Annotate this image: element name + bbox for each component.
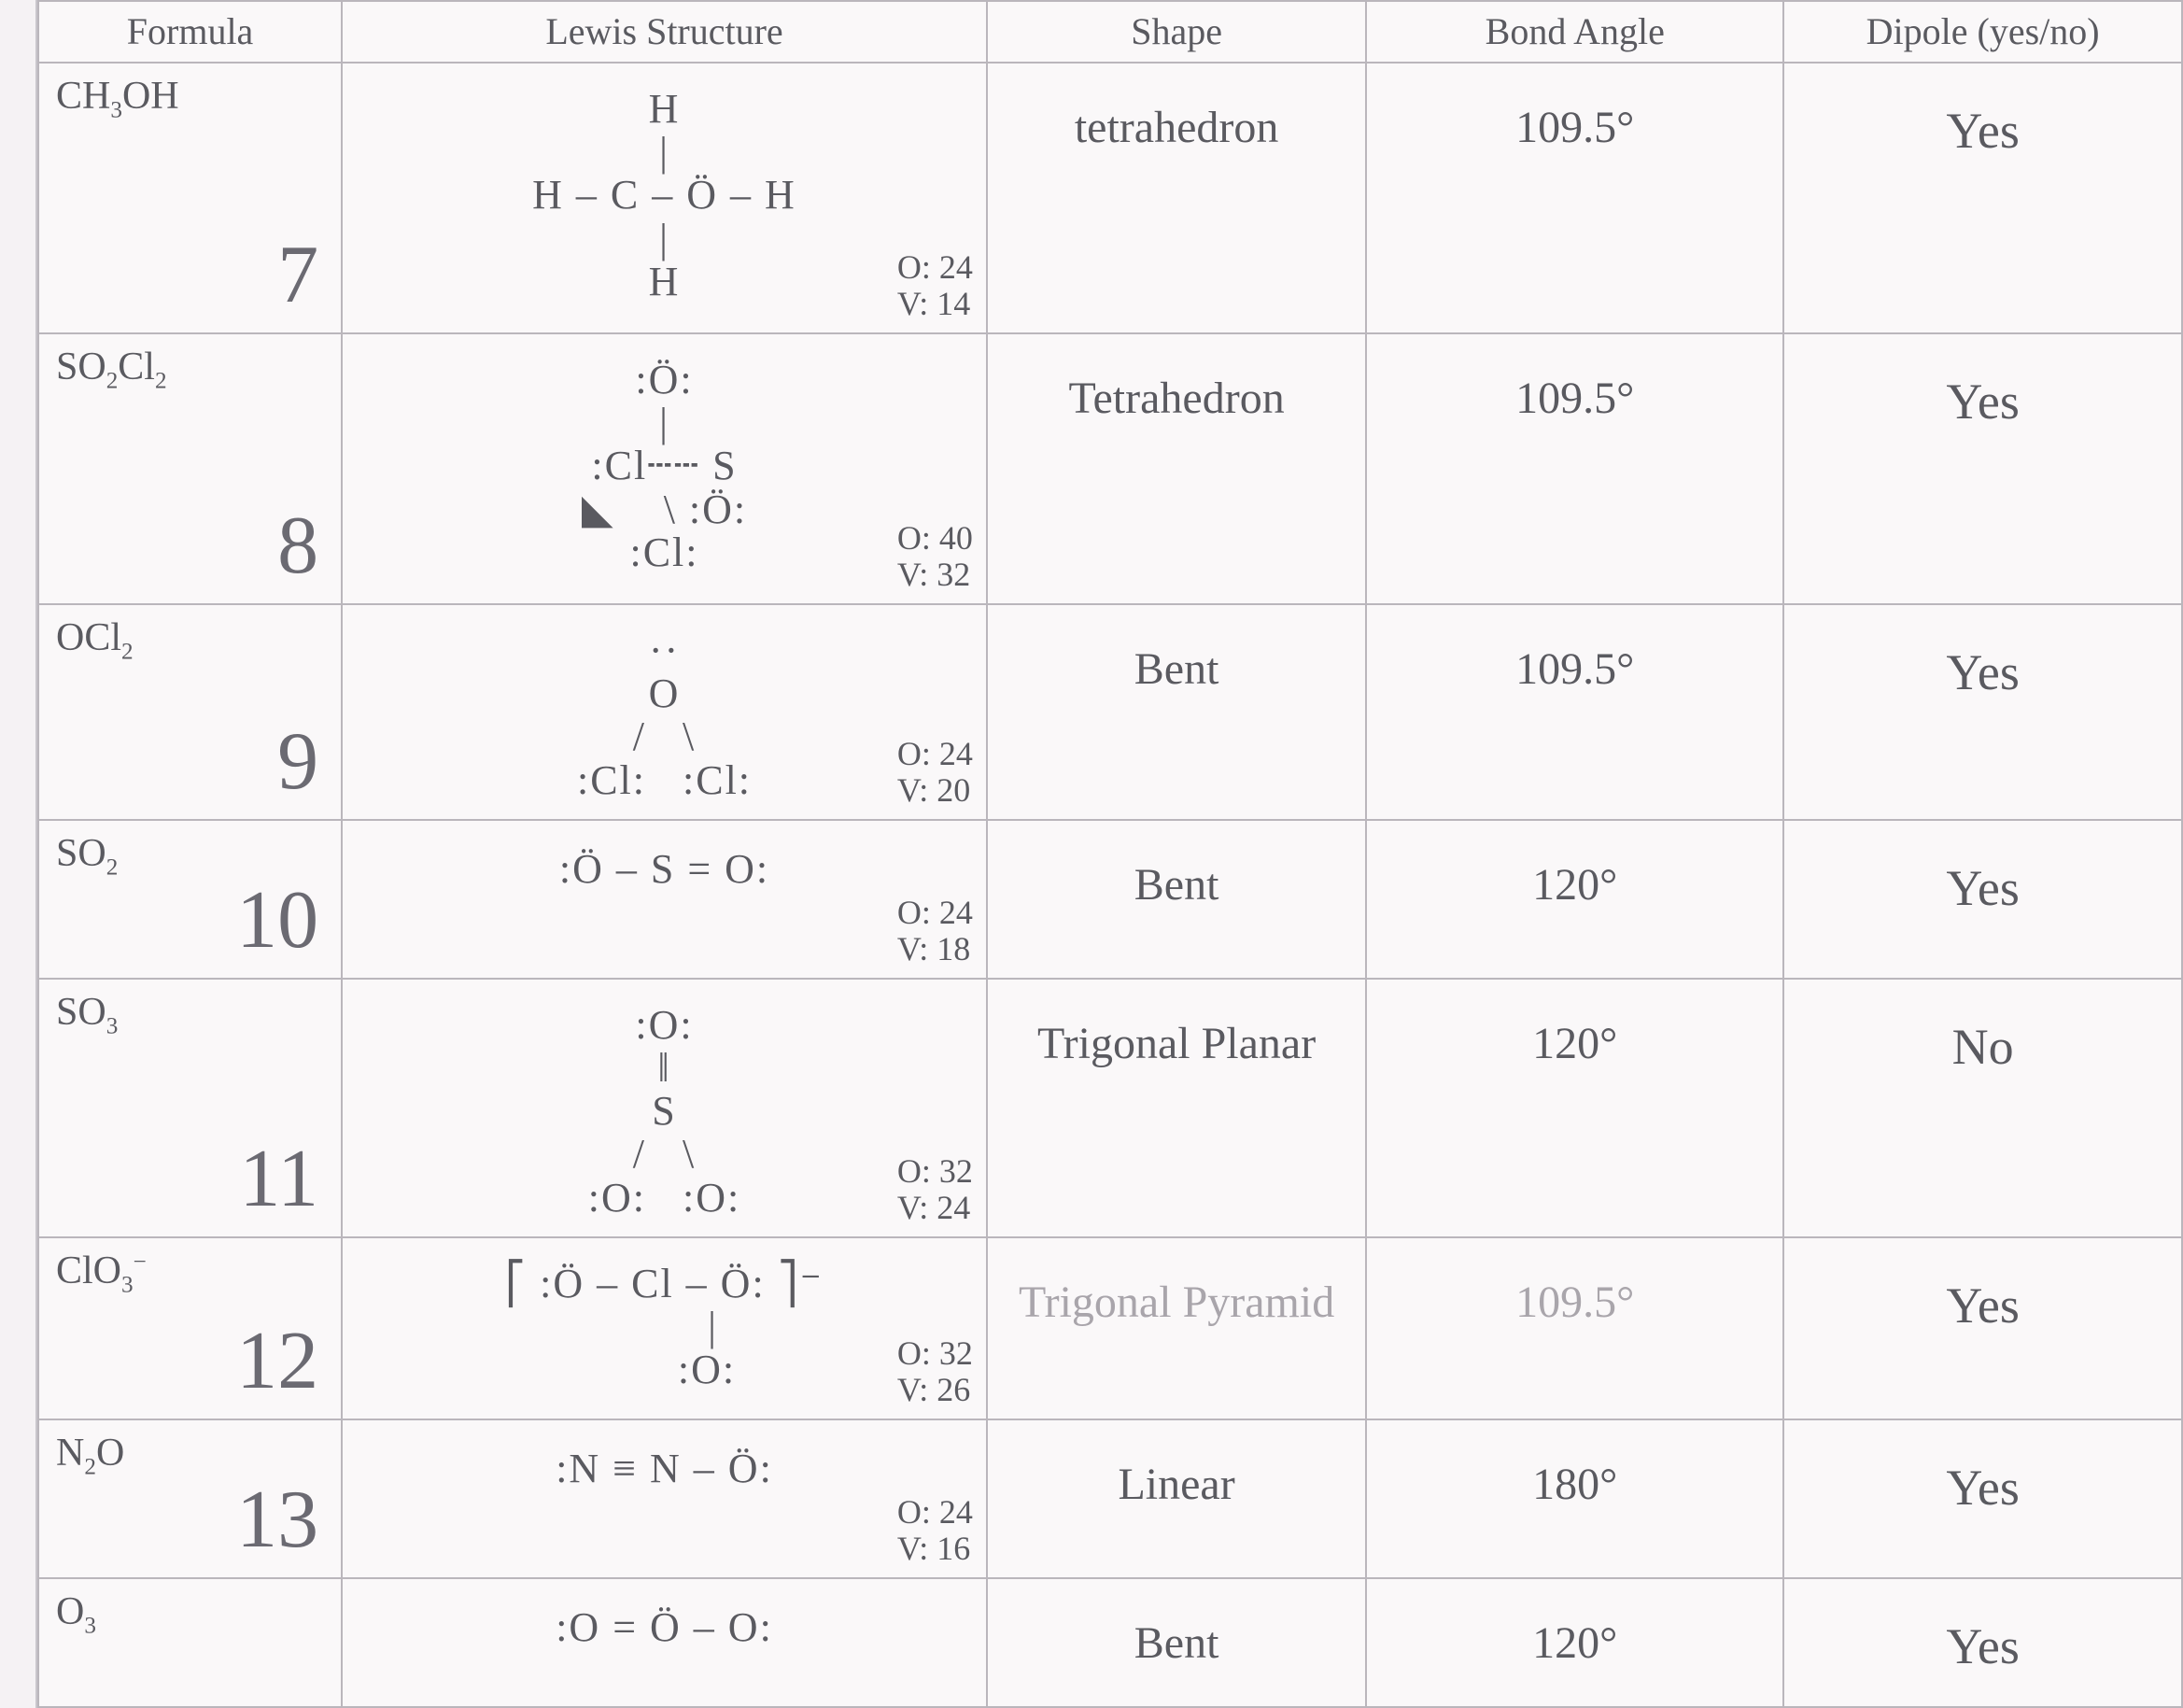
row-number: 7 <box>277 226 318 325</box>
lewis-cell: :O: ‖ S / \ :O: :O:O: 32V: 24 <box>342 979 987 1237</box>
lewis-structure-drawing: H | H – C – Ö – H | H <box>356 71 973 313</box>
formula-cell: CH3OH 7 <box>38 63 342 333</box>
dipole-cell: Yes <box>1783 1237 2182 1419</box>
formula-cell: OCl2 9 <box>38 604 342 820</box>
octet-count: O: 24 <box>897 1494 973 1532</box>
dipole-cell: No <box>1783 979 2182 1237</box>
formula-text: ClO3− <box>56 1248 324 1300</box>
bond-angle-cell: 120° <box>1366 820 1783 979</box>
formula-text: O3 <box>56 1588 324 1641</box>
octet-count: O: 32 <box>897 1153 973 1191</box>
dipole-cell: Yes <box>1783 1419 2182 1578</box>
table-body: CH3OH7H | H – C – Ö – H | HO: 24V: 14tet… <box>38 63 2182 1707</box>
bond-angle-cell: 120° <box>1366 1578 1783 1707</box>
row-number: 9 <box>277 713 318 812</box>
lewis-structure-drawing: :N ≡ N – Ö: <box>356 1428 973 1540</box>
table-row: SO2Cl28:Ö: | :Cl┄┄ S ◣ \ :Ö: :Cl:O: 40V:… <box>38 333 2182 604</box>
table-row: SO311:O: ‖ S / \ :O: :O:O: 32V: 24Trigon… <box>38 979 2182 1237</box>
dipole-cell: Yes <box>1783 1578 2182 1707</box>
header-dipole: Dipole (yes/no) <box>1783 1 2182 63</box>
bond-angle-cell: 120° <box>1366 979 1783 1237</box>
valence-count: V: 16 <box>897 1531 973 1568</box>
header-shape: Shape <box>987 1 1366 63</box>
header-angle: Bond Angle <box>1366 1 1783 63</box>
octet-count: O: 32 <box>897 1335 973 1373</box>
formula-text: SO3 <box>56 989 324 1041</box>
formula-cell: N2O13 <box>38 1419 342 1578</box>
bond-angle-cell: 180° <box>1366 1419 1783 1578</box>
valence-count: V: 14 <box>897 286 973 323</box>
lewis-structure-drawing: ·· O / \ :Cl: :Cl: <box>356 613 973 812</box>
electron-count: O: 32V: 26 <box>897 1335 973 1409</box>
lewis-cell: H | H – C – Ö – H | HO: 24V: 14 <box>342 63 987 333</box>
bond-angle-cell: 109.5° <box>1366 333 1783 604</box>
shape-cell: Trigonal Planar <box>987 979 1366 1237</box>
formula-cell: ClO3− 12 <box>38 1237 342 1419</box>
shape-cell: Bent <box>987 1578 1366 1707</box>
electron-count: O: 24V: 14 <box>897 249 973 323</box>
valence-count: V: 20 <box>897 772 973 810</box>
shape-cell: Tetrahedron <box>987 333 1366 604</box>
table-row: OCl29·· O / \ :Cl: :Cl:O: 24V: 20Bent109… <box>38 604 2182 820</box>
lewis-cell: :O = Ö – O: <box>342 1578 987 1707</box>
lewis-structure-drawing: ⎡ :Ö – Cl – Ö: ⎤⁻ | :O: <box>356 1246 973 1402</box>
valence-count: V: 26 <box>897 1372 973 1409</box>
lewis-structure-drawing: :O = Ö – O: <box>356 1587 973 1699</box>
octet-count: O: 24 <box>897 249 973 287</box>
formula-cell: O3 <box>38 1578 342 1707</box>
electron-count: O: 24V: 20 <box>897 736 973 810</box>
row-number: 8 <box>277 497 318 596</box>
shape-cell: tetrahedron <box>987 63 1366 333</box>
valence-count: V: 24 <box>897 1190 973 1227</box>
lewis-structure-drawing: :Ö: | :Cl┄┄ S ◣ \ :Ö: :Cl: <box>356 342 973 584</box>
formula-cell: SO2Cl2 8 <box>38 333 342 604</box>
header-row: Formula Lewis Structure Shape Bond Angle… <box>38 1 2182 63</box>
dipole-cell: Yes <box>1783 333 2182 604</box>
electron-count: O: 32V: 24 <box>897 1153 973 1227</box>
dipole-cell: Yes <box>1783 604 2182 820</box>
worksheet-sheet: Formula Lewis Structure Shape Bond Angle… <box>35 0 2183 1708</box>
dipole-cell: Yes <box>1783 820 2182 979</box>
chemistry-table: Formula Lewis Structure Shape Bond Angle… <box>37 0 2183 1708</box>
table-row: O3 :O = Ö – O:Bent120°Yes <box>38 1578 2182 1707</box>
bond-angle-cell: 109.5° <box>1366 63 1783 333</box>
bond-angle-cell: 109.5° <box>1366 1237 1783 1419</box>
valence-count: V: 32 <box>897 557 973 594</box>
octet-count: O: 24 <box>897 895 973 932</box>
lewis-cell: :Ö: | :Cl┄┄ S ◣ \ :Ö: :Cl:O: 40V: 32 <box>342 333 987 604</box>
header-lewis: Lewis Structure <box>342 1 987 63</box>
lewis-structure-drawing: :O: ‖ S / \ :O: :O: <box>356 987 973 1229</box>
formula-cell: SO210 <box>38 820 342 979</box>
formula-text: CH3OH <box>56 73 324 125</box>
formula-text: OCl2 <box>56 614 324 667</box>
lewis-cell: ⎡ :Ö – Cl – Ö: ⎤⁻ | :O:O: 32V: 26 <box>342 1237 987 1419</box>
formula-cell: SO3 11 <box>38 979 342 1237</box>
row-number: 12 <box>236 1312 318 1411</box>
octet-count: O: 24 <box>897 736 973 773</box>
table-row: CH3OH7H | H – C – Ö – H | HO: 24V: 14tet… <box>38 63 2182 333</box>
shape-cell: Linear <box>987 1419 1366 1578</box>
dipole-cell: Yes <box>1783 63 2182 333</box>
table-row: N2O13:N ≡ N – Ö:O: 24V: 16Linear180°Yes <box>38 1419 2182 1578</box>
shape-cell: Bent <box>987 820 1366 979</box>
lewis-cell: :Ö – S = O:O: 24V: 18 <box>342 820 987 979</box>
valence-count: V: 18 <box>897 931 973 968</box>
electron-count: O: 24V: 16 <box>897 1494 973 1568</box>
electron-count: O: 24V: 18 <box>897 895 973 968</box>
lewis-cell: :N ≡ N – Ö:O: 24V: 16 <box>342 1419 987 1578</box>
octet-count: O: 40 <box>897 520 973 558</box>
table-row: SO210:Ö – S = O:O: 24V: 18Bent120°Yes <box>38 820 2182 979</box>
shape-cell: Bent <box>987 604 1366 820</box>
lewis-structure-drawing: :Ö – S = O: <box>356 828 973 940</box>
table-row: ClO3−12⎡ :Ö – Cl – Ö: ⎤⁻ | :O:O: 32V: 26… <box>38 1237 2182 1419</box>
electron-count: O: 40V: 32 <box>897 520 973 594</box>
row-number: 13 <box>236 1471 318 1570</box>
formula-text: SO2Cl2 <box>56 344 324 396</box>
shape-cell: Trigonal Pyramid <box>987 1237 1366 1419</box>
header-formula: Formula <box>38 1 342 63</box>
row-number: 11 <box>239 1130 318 1229</box>
lewis-cell: ·· O / \ :Cl: :Cl:O: 24V: 20 <box>342 604 987 820</box>
row-number: 10 <box>236 871 318 970</box>
bond-angle-cell: 109.5° <box>1366 604 1783 820</box>
